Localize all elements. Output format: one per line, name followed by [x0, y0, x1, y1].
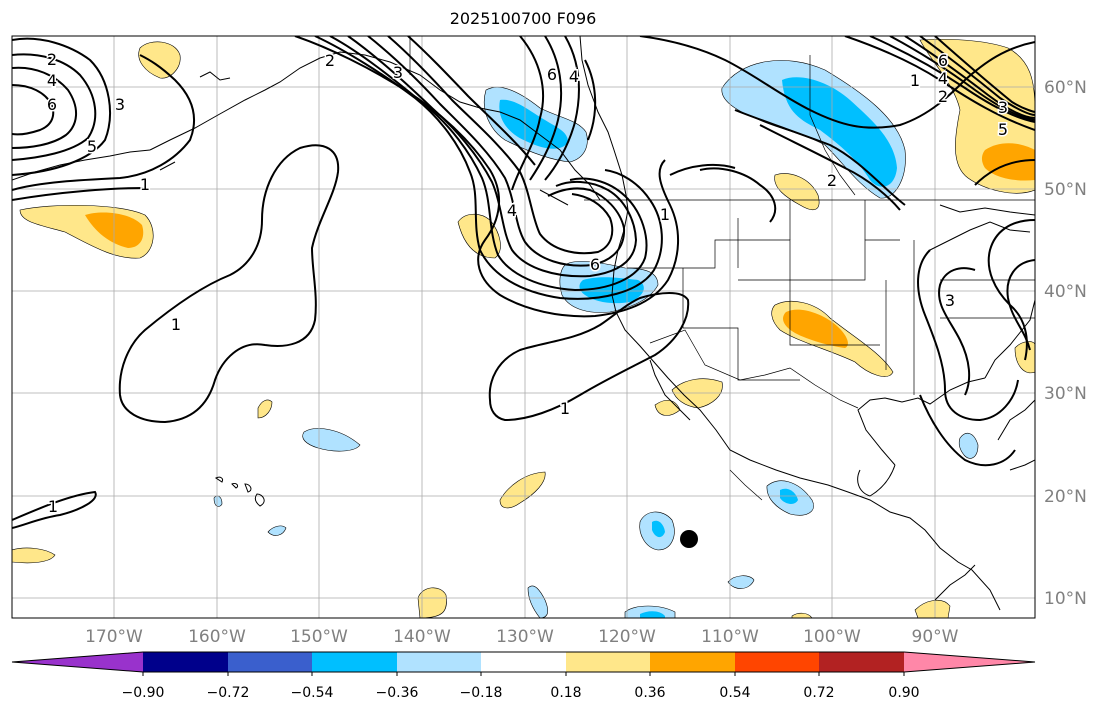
lat-label: 40°N [1044, 282, 1087, 302]
lat-label: 20°N [1044, 487, 1087, 507]
negative-anomaly-area [782, 77, 897, 187]
colorbar-cell [228, 652, 312, 672]
colorbar-tick-label: −0.72 [207, 685, 250, 701]
contour-label: 4 [938, 69, 948, 88]
contour-label: 4 [507, 201, 517, 220]
colorbar-tick-label: 0.90 [888, 685, 919, 701]
colorbar-tick-label: 0.72 [803, 685, 834, 701]
colorbar-cell [735, 652, 819, 672]
contour-label: 3 [115, 95, 125, 114]
colorbar-tick-label: 0.36 [634, 685, 665, 701]
negative-anomaly-area [267, 525, 287, 536]
colorbar-tick-label: 0.18 [550, 685, 581, 701]
lon-label: 90°W [912, 627, 959, 647]
coastlines [12, 36, 1035, 611]
contour-label: 5 [87, 137, 97, 156]
contour-labels: 2 4 6 3 5 1 3 2 6 4 1 6 1 1 4 1 2 6 4 2 … [45, 49, 1009, 518]
map-frame [11, 35, 1036, 619]
contour-label: 4 [569, 67, 579, 86]
positive-anomaly-area [12, 547, 56, 564]
positive-anomaly-area [417, 587, 447, 618]
colorbar-cell [819, 652, 904, 672]
contour-label: 5 [998, 120, 1008, 139]
colorbar-cell [650, 652, 735, 672]
lon-label: 130°W [496, 627, 554, 647]
colorbar-cell [566, 652, 650, 672]
contour-label: 6 [547, 65, 557, 84]
positive-anomaly-area [774, 173, 820, 211]
lon-label: 120°W [598, 627, 656, 647]
contour-label: 6 [938, 51, 948, 70]
negative-anomaly-area [499, 99, 568, 149]
storm-center-marker [680, 530, 698, 548]
lat-label: 30°N [1044, 384, 1087, 404]
contour-label: 6 [590, 255, 600, 274]
colorbar-cell [143, 652, 228, 672]
negative-anomaly-area [527, 585, 549, 618]
chart-title: 2025100700 F096 [449, 9, 597, 28]
contour-label: 2 [938, 87, 948, 106]
colorbar-cell [904, 652, 1035, 672]
positive-anomaly-area [257, 399, 273, 419]
positive-anomaly-area [457, 213, 501, 259]
positive-anomaly-area [981, 143, 1035, 181]
colorbar-tick-label: −0.90 [122, 685, 165, 701]
contour-label: 3 [945, 291, 955, 310]
colorbar-cell [12, 652, 143, 672]
lat-label: 60°N [1044, 78, 1087, 98]
negative-anomaly-area [579, 277, 644, 304]
positive-anomaly-area [499, 471, 546, 509]
negative-anomaly-area [727, 575, 755, 589]
positive-anomaly-area [138, 41, 181, 79]
colorbar-cell [312, 652, 397, 672]
lon-label: 170°W [85, 627, 143, 647]
lat-label: 10°N [1044, 589, 1087, 609]
contour-label: 1 [140, 175, 150, 194]
contour-label: 2 [827, 171, 837, 190]
colorbar-tick-label: −0.36 [376, 685, 419, 701]
lon-label: 160°W [188, 627, 246, 647]
colorbar-tickmarks [142, 672, 905, 676]
latitude-labels: 60°N 50°N 40°N 30°N 20°N 10°N [1044, 78, 1087, 609]
colorbar-tick-label: 0.54 [719, 685, 750, 701]
contour-label: 6 [47, 95, 57, 114]
lon-label: 150°W [290, 627, 348, 647]
political-borders [409, 36, 1035, 501]
colorbar-tick-label: −0.18 [460, 685, 503, 701]
colorbar-cell [481, 652, 566, 672]
lon-label: 140°W [393, 627, 451, 647]
contour-label: 1 [171, 315, 181, 334]
positive-anomaly-area [914, 599, 951, 618]
contour-label: 2 [47, 50, 57, 69]
positive-anomaly-area [791, 612, 813, 618]
colorbar-ticks: −0.90 −0.72 −0.54 −0.36 −0.18 0.18 0.36 … [122, 685, 920, 701]
contour-label: 1 [660, 205, 670, 224]
colorbar-tick-label: −0.54 [291, 685, 334, 701]
lon-label: 100°W [803, 627, 861, 647]
gridlines [12, 36, 1035, 618]
contour-label: 1 [48, 497, 58, 516]
lat-label: 50°N [1044, 180, 1087, 200]
contour-label: 1 [560, 399, 570, 418]
negative-anomaly-area [958, 432, 979, 459]
negative-anomaly-area [640, 611, 665, 618]
negative-anomaly-area [302, 428, 361, 452]
colorbar-cell [397, 652, 481, 672]
negative-anomaly-area [652, 520, 665, 538]
contour-lines [12, 36, 1035, 529]
contour-label: 3 [998, 98, 1008, 117]
colorbar-cells [11, 651, 1036, 673]
contour-label: 3 [393, 63, 403, 82]
contour-label: 4 [47, 71, 57, 90]
contour-label: 2 [325, 51, 335, 70]
contour-label: 1 [910, 71, 920, 90]
islands [159, 71, 569, 507]
longitude-labels: 170°W 160°W 150°W 140°W 130°W 120°W 110°… [85, 627, 959, 647]
lon-label: 110°W [701, 627, 759, 647]
